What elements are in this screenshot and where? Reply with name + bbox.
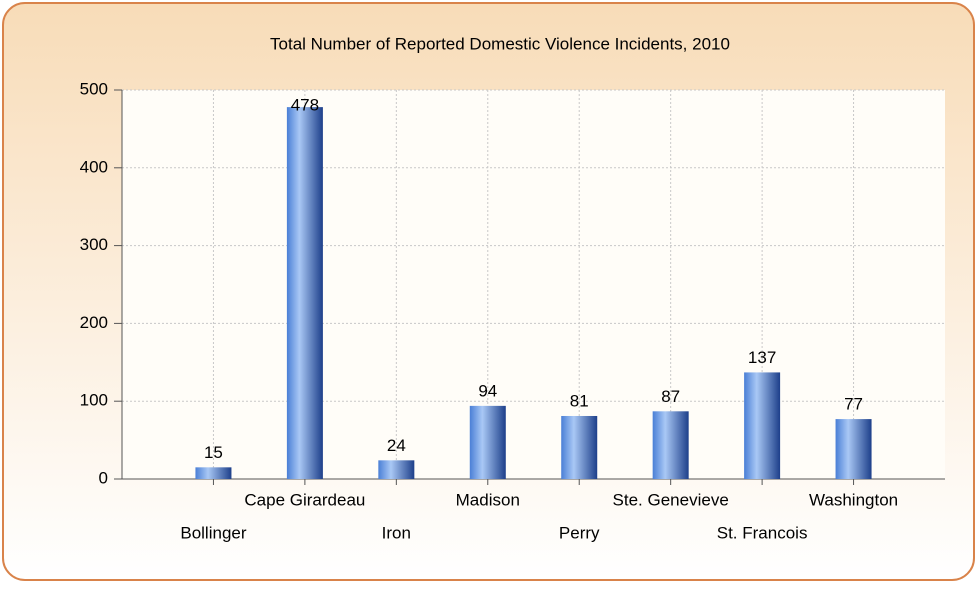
x-tick-label: Perry [559, 523, 600, 542]
x-tick-label: Madison [456, 490, 520, 509]
value-label: 15 [204, 443, 223, 462]
y-tick-label: 300 [80, 235, 108, 254]
bar [561, 415, 598, 479]
y-tick-label: 400 [80, 157, 108, 176]
x-tick-label: St. Francois [717, 523, 808, 542]
value-label: 81 [570, 391, 589, 410]
chart-title: Total Number of Reported Domestic Violen… [270, 34, 730, 53]
x-tick-label: Bollinger [180, 523, 246, 542]
x-tick-label: Iron [382, 523, 411, 542]
bar [835, 419, 872, 479]
x-tick-label: Cape Girardeau [244, 490, 365, 509]
y-tick-label: 0 [99, 468, 108, 487]
value-label: 478 [291, 95, 319, 114]
bar [744, 372, 781, 479]
value-label: 94 [478, 381, 497, 400]
value-label: 137 [748, 348, 776, 367]
x-tick-label: Ste. Genevieve [613, 490, 729, 509]
bar [469, 405, 506, 479]
value-label: 77 [844, 395, 863, 414]
bar [195, 467, 232, 479]
bar [652, 411, 689, 479]
y-tick-label: 200 [80, 313, 108, 332]
value-label: 24 [387, 436, 406, 455]
y-tick-label: 100 [80, 391, 108, 410]
y-tick-label: 500 [80, 79, 108, 98]
bar [286, 107, 323, 479]
plot-area [122, 90, 945, 479]
x-tick-label: Washington [809, 490, 898, 509]
bar [378, 460, 415, 479]
value-label: 87 [661, 387, 680, 406]
